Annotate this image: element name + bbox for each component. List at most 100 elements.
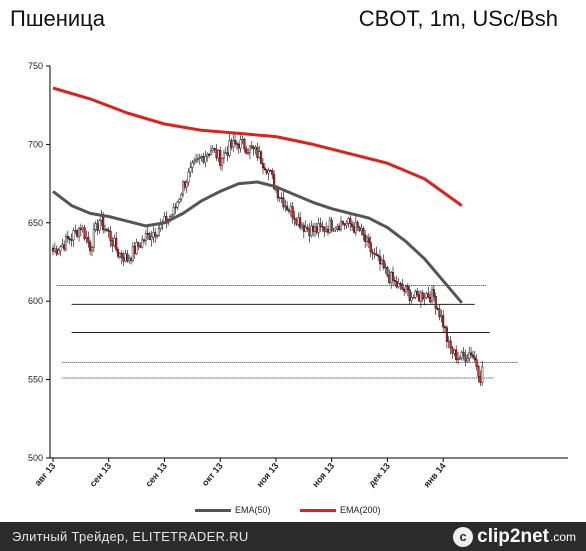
candle-body <box>63 244 66 250</box>
candle-body <box>105 229 108 231</box>
candle-body <box>245 148 248 154</box>
candle-body <box>263 167 266 170</box>
candle-body <box>386 267 389 276</box>
candle-body <box>141 239 144 248</box>
candle-body <box>182 181 185 195</box>
candle-body <box>440 315 443 318</box>
candle-body <box>287 209 291 212</box>
candle-body <box>235 143 238 145</box>
candle-body <box>66 236 69 239</box>
candle-body <box>477 366 480 378</box>
x-tick-label: дек 13 <box>366 461 391 489</box>
candle-body <box>76 230 79 237</box>
legend-swatch-ema50 <box>195 508 231 512</box>
candle-body <box>191 162 194 168</box>
candle-body <box>460 351 463 359</box>
candle-body <box>113 238 116 247</box>
candle-body <box>70 239 73 241</box>
candle-body <box>81 227 84 230</box>
candle-body <box>362 228 365 236</box>
candle-body <box>133 246 136 254</box>
candle-body <box>146 233 149 235</box>
candle-body <box>345 222 348 226</box>
candle-body <box>142 239 146 242</box>
candle-body <box>375 253 378 256</box>
candle-body <box>83 227 86 240</box>
y-tick-label: 750 <box>28 61 43 71</box>
candle-body <box>217 149 220 159</box>
clip2net-logo[interactable]: c clip2net .com <box>453 526 576 548</box>
candle-body <box>339 221 343 230</box>
candle-body <box>269 170 272 172</box>
y-tick-label: 650 <box>28 218 43 228</box>
price-chart: 500 550 600 650 700 750 авг 13 сен 13 сен 13 окт… <box>28 61 568 489</box>
candle-body <box>206 154 209 157</box>
candle-body <box>473 356 476 360</box>
candle-body <box>475 359 478 367</box>
candle-body <box>419 292 422 302</box>
candle-body <box>369 242 372 253</box>
candle-body <box>347 218 350 224</box>
candle-body <box>352 226 356 233</box>
candle-body <box>466 358 469 362</box>
candle-body <box>406 286 409 291</box>
candle-body <box>317 223 320 233</box>
candle-body <box>321 226 324 228</box>
candle-body <box>325 228 328 232</box>
candle-body <box>430 289 434 303</box>
candle-body <box>326 228 330 233</box>
candle-body <box>384 267 387 269</box>
candle-body <box>313 226 317 232</box>
candle-body <box>416 290 419 296</box>
moving-averages <box>52 86 463 304</box>
candle-body <box>109 231 112 241</box>
candle-body <box>154 232 157 237</box>
candle-body <box>224 152 227 154</box>
candle-body <box>68 238 71 240</box>
candle-body <box>289 206 292 212</box>
x-tick-label: авг 13 <box>33 461 58 488</box>
y-tick-label: 600 <box>28 296 43 306</box>
candle-body <box>222 152 225 159</box>
candle-body <box>150 236 153 240</box>
candle-body <box>358 226 361 231</box>
candle-body <box>265 169 268 174</box>
candle-body <box>90 247 94 252</box>
legend-item-ema200: EMA(200) <box>300 505 381 515</box>
candle-body <box>128 258 131 262</box>
candle-body <box>237 144 240 149</box>
footer-source: Элитный Трейдер, ELITETRADER.RU <box>12 529 249 544</box>
candle-body <box>299 217 302 228</box>
candle-body <box>85 237 88 240</box>
candle-body <box>189 167 192 173</box>
candle-body <box>176 201 179 208</box>
candle-body <box>96 223 99 231</box>
candle-body <box>124 253 127 262</box>
candle-body <box>51 247 55 252</box>
candle-body <box>429 297 432 303</box>
candle-body <box>280 197 283 199</box>
candle-body <box>341 221 344 225</box>
candle-body <box>55 248 58 255</box>
candle-body <box>152 232 155 238</box>
candle-body <box>193 160 196 164</box>
candle-body <box>427 293 430 298</box>
candle-body <box>89 242 92 252</box>
candle-body <box>438 308 441 318</box>
candle-body <box>278 197 281 199</box>
candle-body <box>202 155 205 163</box>
candle-body <box>273 174 276 190</box>
candle-body <box>111 240 114 247</box>
candle-body <box>243 138 246 150</box>
candle-body <box>209 150 212 155</box>
candle-body <box>354 222 357 233</box>
candle-body <box>293 217 296 220</box>
candle-body <box>135 242 138 254</box>
candle-body <box>53 248 56 252</box>
brand-name: clip2net <box>477 526 549 547</box>
candle-body <box>364 234 367 242</box>
candle-body <box>118 252 121 257</box>
candle-body <box>282 197 285 208</box>
candle-body <box>200 155 203 158</box>
candle-body <box>479 376 482 383</box>
